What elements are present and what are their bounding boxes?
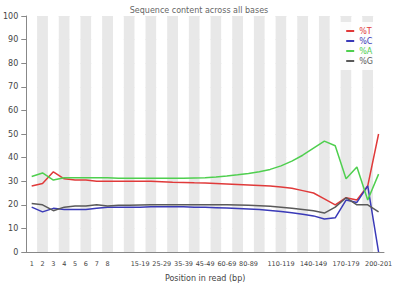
svg-text:1: 1 (30, 260, 34, 268)
svg-text:4: 4 (62, 260, 66, 268)
svg-text:25-29: 25-29 (152, 260, 171, 268)
svg-text:%G: %G (359, 57, 373, 66)
svg-text:10: 10 (8, 224, 18, 233)
svg-text:6: 6 (84, 260, 88, 268)
svg-text:3: 3 (51, 260, 55, 268)
svg-text:50: 50 (8, 130, 18, 139)
svg-text:15-19: 15-19 (131, 260, 150, 268)
svg-text:80-89: 80-89 (239, 260, 258, 268)
svg-text:60-69: 60-69 (217, 260, 236, 268)
svg-text:Sequence content across all ba: Sequence content across all bases (130, 6, 269, 15)
svg-text:200-201: 200-201 (365, 260, 392, 268)
svg-text:100: 100 (3, 12, 18, 21)
svg-text:45-49: 45-49 (196, 260, 215, 268)
svg-text:%T: %T (359, 27, 372, 36)
svg-text:7: 7 (95, 260, 99, 268)
svg-text:70: 70 (8, 82, 18, 91)
svg-text:110-119: 110-119 (267, 260, 294, 268)
svg-text:40: 40 (8, 153, 18, 162)
svg-text:0: 0 (13, 248, 18, 257)
svg-text:80: 80 (8, 59, 18, 68)
svg-text:30: 30 (8, 177, 18, 186)
svg-text:90: 90 (8, 35, 18, 44)
svg-text:Position in read (bp): Position in read (bp) (165, 274, 245, 283)
svg-text:%A: %A (359, 47, 373, 56)
svg-text:8: 8 (106, 260, 110, 268)
svg-text:170-179: 170-179 (332, 260, 359, 268)
svg-text:2: 2 (40, 260, 44, 268)
svg-text:35-39: 35-39 (174, 260, 193, 268)
svg-text:60: 60 (8, 106, 18, 115)
svg-text:%C: %C (359, 37, 373, 46)
svg-text:20: 20 (8, 200, 18, 209)
svg-text:5: 5 (73, 260, 77, 268)
svg-text:140-149: 140-149 (300, 260, 327, 268)
